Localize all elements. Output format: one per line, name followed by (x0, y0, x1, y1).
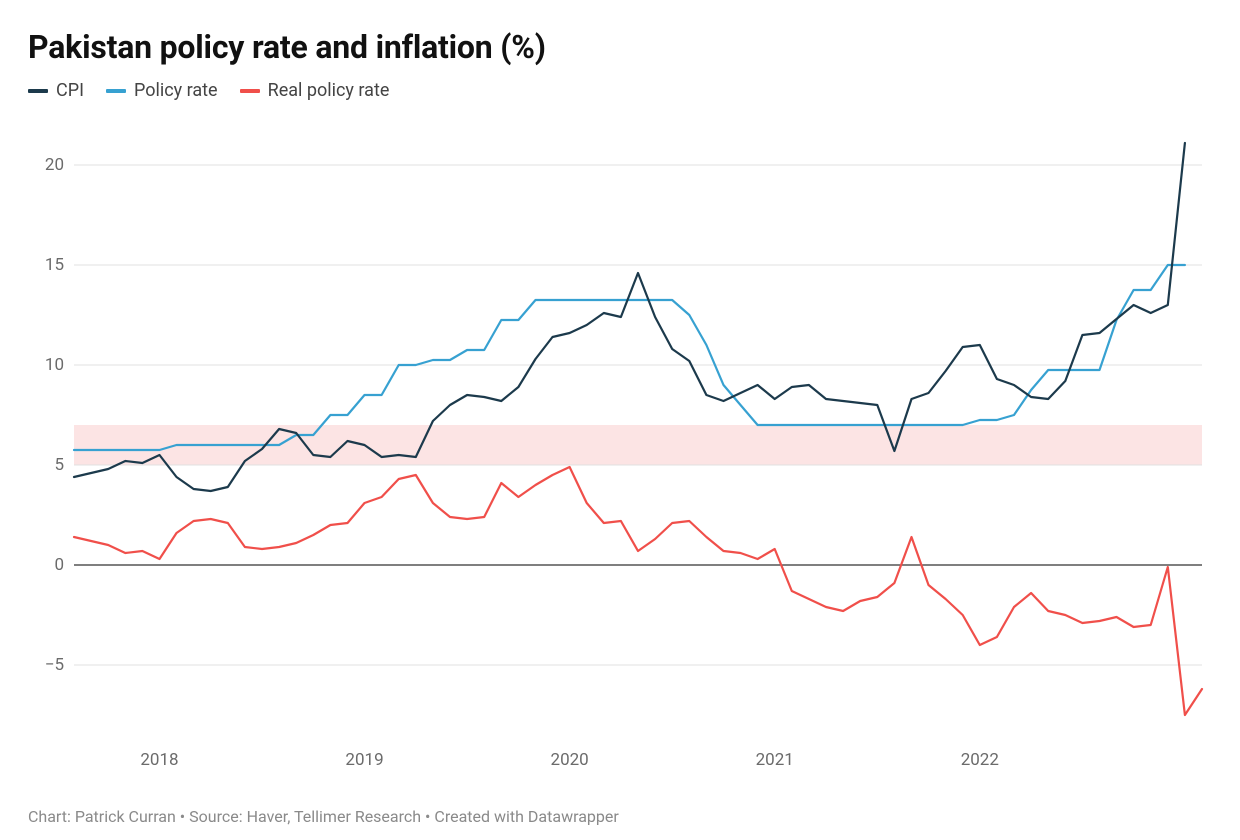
chart-svg: −5 0 5 10 15 20 2018 2019 2020 2021 2022 (28, 115, 1212, 795)
legend-swatch-policy (106, 89, 126, 93)
legend-swatch-real (240, 89, 260, 93)
legend: CPI Policy rate Real policy rate (28, 80, 1212, 101)
x-tick-label: 2018 (140, 750, 178, 770)
legend-swatch-cpi (28, 89, 48, 93)
legend-label-cpi: CPI (56, 80, 84, 101)
y-tick-label: −5 (45, 655, 64, 675)
x-tick-label: 2022 (961, 750, 999, 770)
chart-area: −5 0 5 10 15 20 2018 2019 2020 2021 2022 (28, 115, 1212, 795)
legend-item-policy: Policy rate (106, 80, 218, 101)
chart-footer: Chart: Patrick Curran • Source: Haver, T… (28, 807, 1212, 826)
legend-label-real: Real policy rate (268, 80, 390, 101)
x-tick-label: 2021 (756, 750, 794, 770)
y-tick-label: 15 (45, 255, 64, 275)
chart-title: Pakistan policy rate and inflation (%) (28, 28, 1212, 66)
y-tick-label: 0 (54, 555, 64, 575)
legend-label-policy: Policy rate (134, 80, 218, 101)
series-real (74, 467, 1202, 715)
y-tick-label: 20 (45, 155, 64, 175)
y-tick-label: 10 (45, 355, 64, 375)
x-tick-label: 2019 (345, 750, 383, 770)
legend-item-real: Real policy rate (240, 80, 390, 101)
x-tick-label: 2020 (551, 750, 589, 770)
y-tick-label: 5 (54, 455, 64, 475)
legend-item-cpi: CPI (28, 80, 84, 101)
